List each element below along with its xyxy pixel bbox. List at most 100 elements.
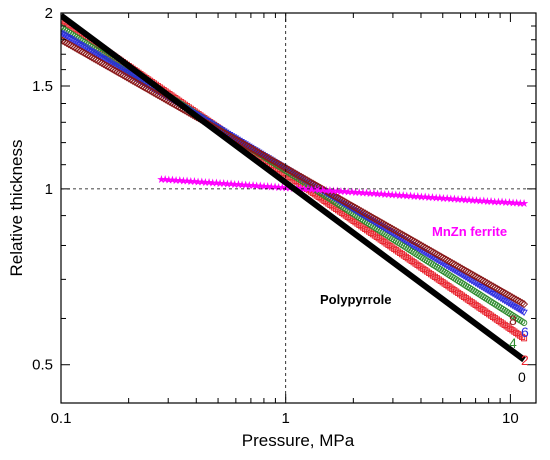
data-point-mnzn-ferrite: ★ xyxy=(493,196,503,209)
data-point-mnzn-ferrite: ★ xyxy=(457,193,467,206)
data-point-mnzn-ferrite: ★ xyxy=(321,184,331,197)
data-point-mnzn-ferrite: ★ xyxy=(274,181,284,194)
data-point-mnzn-ferrite: ★ xyxy=(307,183,317,196)
x-tick-label: 1 xyxy=(282,410,290,427)
data-point-8 xyxy=(357,207,366,216)
data-point-8 xyxy=(312,181,321,190)
data-point-8 xyxy=(510,294,519,303)
data-point-8 xyxy=(378,219,387,228)
data-point-mnzn-ferrite: ★ xyxy=(387,188,397,201)
data-point-mnzn-ferrite: ★ xyxy=(358,186,368,199)
data-point-8 xyxy=(287,167,296,176)
data-point-mnzn-ferrite: ★ xyxy=(486,195,496,208)
data-point-8 xyxy=(384,222,393,231)
data-point-8 xyxy=(409,237,418,246)
data-point-mnzn-ferrite: ★ xyxy=(482,195,492,208)
data-point-8 xyxy=(134,79,143,89)
data-point-mnzn-ferrite: ★ xyxy=(501,196,511,209)
data-point-8 xyxy=(277,161,286,170)
data-point-8 xyxy=(61,37,69,46)
data-point-8 xyxy=(239,139,248,148)
data-point-8 xyxy=(461,266,470,275)
y-axis-title: Relative thickness xyxy=(7,139,26,276)
data-point-8 xyxy=(295,171,304,180)
data-point-mnzn-ferrite: ★ xyxy=(329,184,339,197)
data-point-8 xyxy=(341,198,350,207)
data-point-8 xyxy=(498,287,507,296)
annotation-polypyrrole: Polypyrrole xyxy=(320,292,392,307)
data-point-8 xyxy=(273,159,283,168)
data-point-mnzn-ferrite: ★ xyxy=(347,186,357,199)
data-point-8 xyxy=(120,72,129,81)
data-point-mnzn-ferrite: ★ xyxy=(343,185,353,198)
data-point-8 xyxy=(310,180,319,189)
data-point-8 xyxy=(390,225,399,235)
data-point-8 xyxy=(394,228,403,237)
data-point-mnzn-ferrite: ★ xyxy=(259,180,269,193)
data-point-mnzn-ferrite: ★ xyxy=(431,191,441,204)
data-point-8 xyxy=(456,263,465,272)
data-point-8 xyxy=(328,190,337,199)
data-point-8 xyxy=(454,262,463,271)
data-point-8 xyxy=(440,254,449,263)
data-point-8 xyxy=(483,279,492,288)
data-point-8 xyxy=(415,240,424,249)
data-point-8 xyxy=(268,156,277,165)
x-tick-label: 10 xyxy=(502,410,519,427)
data-point-8 xyxy=(434,251,443,260)
data-point-8 xyxy=(365,211,374,220)
data-point-mnzn-ferrite: ★ xyxy=(219,177,229,190)
data-point-8 xyxy=(332,192,341,201)
data-point-8 xyxy=(105,63,114,72)
plot-frame xyxy=(60,12,537,404)
data-point-8 xyxy=(345,200,354,209)
data-point-mnzn-ferrite: ★ xyxy=(446,192,456,205)
data-point-8 xyxy=(250,146,259,155)
data-point-mnzn-ferrite: ★ xyxy=(340,185,350,198)
data-point-mnzn-ferrite: ★ xyxy=(299,182,309,195)
data-point-8 xyxy=(500,288,509,298)
data-point-2 xyxy=(519,333,526,340)
data-point-mnzn-ferrite: ★ xyxy=(266,180,276,193)
data-point-8 xyxy=(458,264,467,273)
data-point-8 xyxy=(324,188,333,197)
data-point-8 xyxy=(432,250,441,259)
data-point-mnzn-ferrite: ★ xyxy=(395,189,405,202)
data-point-8 xyxy=(301,175,310,184)
data-point-mnzn-ferrite: ★ xyxy=(310,183,320,196)
data-point-8 xyxy=(368,213,377,222)
data-point-8 xyxy=(361,209,370,218)
data-point-8 xyxy=(446,258,455,267)
data-point-mnzn-ferrite: ★ xyxy=(189,175,199,188)
data-point-8 xyxy=(392,227,401,236)
data-point-mnzn-ferrite: ★ xyxy=(171,174,181,187)
data-point-8 xyxy=(266,155,275,164)
data-point-8 xyxy=(264,154,273,163)
data-point-8 xyxy=(146,86,155,95)
data-point-mnzn-ferrite: ★ xyxy=(179,174,189,187)
data-point-mnzn-ferrite: ★ xyxy=(277,181,287,194)
data-point-mnzn-ferrite: ★ xyxy=(450,193,460,206)
data-point-8 xyxy=(490,283,500,292)
data-point-mnzn-ferrite: ★ xyxy=(417,190,427,203)
y-tick-label: 1.5 xyxy=(32,78,53,95)
data-point-8 xyxy=(351,203,360,212)
data-point-8 xyxy=(248,145,257,154)
data-point-8 xyxy=(64,40,73,49)
data-point-mnzn-ferrite: ★ xyxy=(442,192,452,205)
data-point-8 xyxy=(397,230,407,239)
data-point-mnzn-ferrite: ★ xyxy=(332,185,342,198)
data-point-mnzn-ferrite: ★ xyxy=(369,187,379,200)
data-point-mnzn-ferrite: ★ xyxy=(252,179,262,192)
data-point-8 xyxy=(308,179,317,188)
data-point-mnzn-ferrite: ★ xyxy=(248,179,258,192)
data-point-mnzn-ferrite: ★ xyxy=(193,175,203,188)
data-point-8 xyxy=(304,177,314,186)
data-point-mnzn-ferrite: ★ xyxy=(263,180,273,193)
data-point-8 xyxy=(382,221,391,230)
data-point-8 xyxy=(518,298,527,308)
data-point-8 xyxy=(413,239,422,248)
data-point-8 xyxy=(343,199,352,208)
data-point-mnzn-ferrite: ★ xyxy=(270,181,280,194)
data-point-8 xyxy=(111,66,120,75)
